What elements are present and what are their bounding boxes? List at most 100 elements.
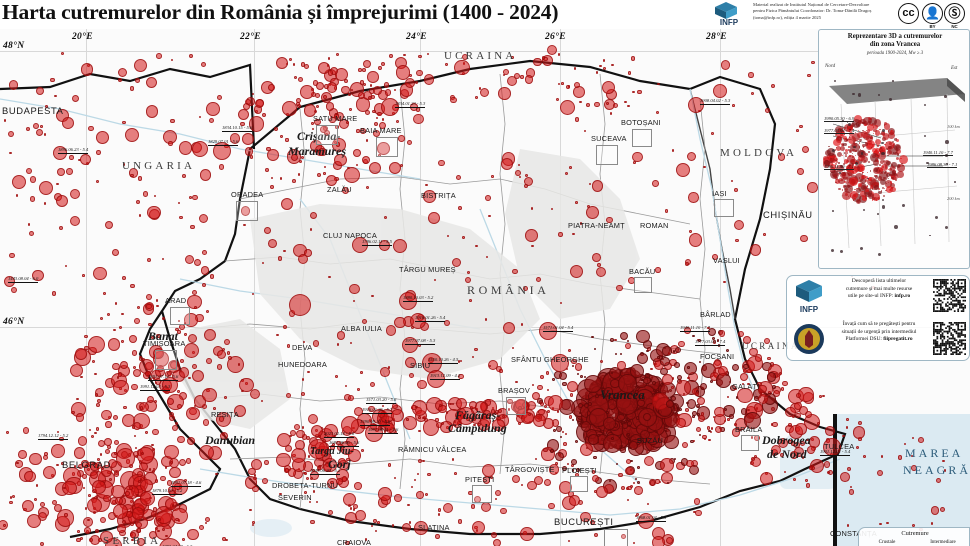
- city-label: FOCȘANI: [700, 352, 735, 361]
- earthquake-epicenter: [735, 238, 739, 243]
- earthquake-epicenter: [237, 363, 241, 366]
- earthquake-epicenter: [315, 81, 324, 90]
- earthquake-epicenter: [177, 436, 185, 444]
- inset-hypocenter: [854, 188, 856, 191]
- earthquake-epicenter: [636, 329, 650, 344]
- promo-row-dsu[interactable]: Învață cum să te pregătești pentru situa…: [787, 319, 970, 360]
- sea-label: NEAGRĂ: [903, 463, 970, 477]
- city-label: TIMIȘOARA: [143, 339, 186, 348]
- earthquake-epicenter: [542, 56, 546, 60]
- inset-3d-vrancea[interactable]: Reprezentare 3D a cutremurelor din zona …: [818, 29, 970, 269]
- earthquake-epicenter: [304, 471, 308, 475]
- city-symbol-box: [741, 435, 759, 451]
- inset-hypocenter: [893, 225, 898, 230]
- infp-logo-text: INFP: [719, 18, 739, 27]
- inset-hypocenter: [857, 93, 861, 97]
- earthquake-epicenter: [472, 520, 485, 534]
- earthquake-event-label: 1879.10.10 - 5.2: [152, 488, 183, 495]
- earthquake-epicenter: [492, 539, 501, 546]
- earthquake-epicenter: [40, 125, 43, 128]
- earthquake-epicenter: [134, 446, 137, 450]
- earthquake-epicenter: [202, 387, 217, 403]
- earthquake-epicenter: [226, 350, 231, 355]
- earthquake-event-label: 1977.07.08 - 5.3: [405, 338, 436, 345]
- earthquake-epicenter: [130, 173, 134, 177]
- earthquake-epicenter: [117, 524, 126, 533]
- cc-icon: cc: [898, 3, 919, 24]
- earthquake-epicenter: [579, 100, 582, 103]
- earthquake-epicenter: [169, 466, 181, 479]
- qr-code-dsu[interactable]: [933, 322, 966, 355]
- earthquake-epicenter: [84, 334, 88, 339]
- inset-event-label: 1977.03.04 - 7.4: [824, 128, 855, 134]
- earthquake-epicenter: [102, 494, 111, 503]
- inset-hypocenter: [877, 160, 879, 163]
- earthquake-epicenter: [377, 65, 382, 70]
- city-label: BAIA MARE: [360, 126, 402, 135]
- earthquake-epicenter: [373, 85, 383, 95]
- earthquake-epicenter: [564, 432, 567, 435]
- earthquake-epicenter: [547, 394, 564, 411]
- earthquake-epicenter: [185, 458, 191, 464]
- earthquake-epicenter: [221, 537, 226, 541]
- earthquake-epicenter: [574, 440, 578, 444]
- inset-hypocenter: [866, 185, 868, 188]
- earthquake-epicenter: [184, 333, 187, 336]
- map-canvas[interactable]: 48°N 46°N 46°N 20°E 22°E 24°E 26°E 28°E …: [0, 29, 970, 546]
- earthquake-epicenter: [394, 494, 402, 502]
- inset-hypocenter: [836, 151, 843, 158]
- promo-box[interactable]: INFP Descoperă lista ultimelor cutremure…: [786, 275, 970, 361]
- earthquake-epicenter: [457, 519, 463, 524]
- earthquake-epicenter: [734, 188, 738, 192]
- earthquake-epicenter: [49, 77, 55, 83]
- qr-code-infp[interactable]: [933, 279, 966, 312]
- earthquake-epicenter: [595, 266, 606, 277]
- earthquake-epicenter: [166, 397, 174, 405]
- city-label: SATU MARE: [313, 114, 358, 123]
- graticule-lon-22: [254, 29, 255, 546]
- earthquake-epicenter: [766, 371, 777, 382]
- inset-hypocenter: [839, 172, 841, 174]
- inset-hypocenter: [864, 196, 868, 199]
- earthquake-epicenter: [349, 108, 352, 111]
- inset-hypocenter: [864, 194, 867, 197]
- inset-hypocenter: [944, 95, 947, 98]
- earthquake-epicenter: [553, 429, 556, 432]
- earthquake-epicenter: [500, 507, 507, 515]
- earthquake-epicenter: [583, 375, 587, 378]
- earthquake-epicenter: [202, 419, 210, 426]
- earthquake-epicenter: [633, 161, 636, 164]
- earthquake-epicenter: [51, 444, 65, 458]
- earthquake-epicenter: [376, 521, 380, 525]
- inset-hypocenter: [867, 177, 869, 179]
- inset-hypocenter: [871, 147, 877, 153]
- coord-label: 26°E: [545, 32, 566, 42]
- earthquake-epicenter: [75, 413, 85, 422]
- earthquake-epicenter: [383, 215, 388, 219]
- earthquake-epicenter: [676, 408, 680, 411]
- earthquake-epicenter: [537, 384, 543, 390]
- earthquake-epicenter: [192, 369, 205, 382]
- earthquake-epicenter: [499, 369, 503, 373]
- earthquake-epicenter: [646, 349, 649, 352]
- inset-hypocenter: [844, 192, 849, 196]
- earthquake-epicenter: [632, 481, 636, 485]
- city-label: BOTOȘANI: [621, 118, 661, 127]
- earthquake-epicenter: [161, 317, 165, 321]
- city-symbol-box: [472, 485, 492, 503]
- earthquake-epicenter: [570, 459, 577, 466]
- earthquake-epicenter: [64, 513, 68, 517]
- earthquake-epicenter: [156, 304, 159, 308]
- earthquake-epicenter: [402, 416, 417, 430]
- earthquake-epicenter: [114, 302, 118, 305]
- cube-icon: [715, 2, 737, 19]
- earthquake-epicenter: [157, 529, 160, 533]
- promo-row-infp[interactable]: INFP Descoperă lista ultimelor cutremure…: [787, 276, 970, 317]
- earthquake-epicenter: [501, 414, 505, 418]
- earthquake-epicenter: [326, 82, 338, 93]
- inset-hypocenter: [874, 175, 876, 177]
- earthquake-epicenter: [611, 437, 614, 440]
- earthquake-epicenter: [449, 402, 452, 406]
- earthquake-epicenter: [619, 352, 622, 356]
- city-label: PIATRA-NEAMȚ: [568, 221, 625, 230]
